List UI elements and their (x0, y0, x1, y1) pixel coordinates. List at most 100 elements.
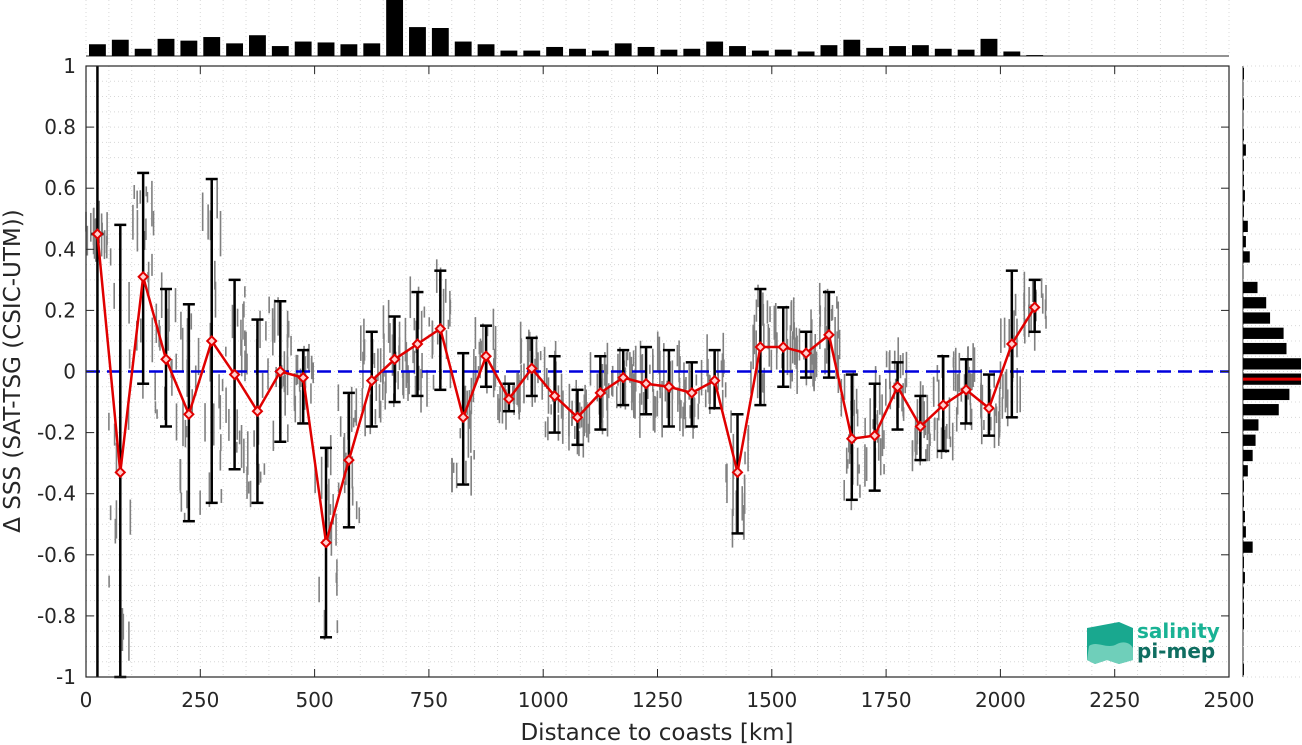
salinity-pi-mep-logo: salinity pi-mep (1087, 619, 1220, 664)
right-histogram-bar (1243, 434, 1256, 446)
scatter-cloud (85, 180, 1047, 661)
mean-marker (297, 371, 310, 384)
right-histogram-bar (1243, 449, 1253, 462)
logo-line1: salinity (1137, 619, 1220, 643)
x-axis-title: Distance to coasts [km] (520, 720, 793, 745)
y-tick-label: 0.6 (44, 176, 76, 200)
mean-marker (480, 350, 492, 363)
top-histogram-bar (271, 46, 289, 56)
mean-marker (640, 377, 652, 390)
mean-marker (823, 328, 835, 341)
mean-series-line (96, 233, 1036, 543)
right-histogram-bar (1243, 159, 1244, 171)
top-histogram-bar (431, 28, 449, 56)
mean-marker (548, 390, 561, 402)
right-histogram-bar (1243, 68, 1244, 80)
mean-marker (411, 338, 424, 350)
x-tick-label: 750 (410, 688, 448, 712)
y-tick-label: -0.4 (37, 482, 76, 506)
mean-marker (891, 380, 904, 393)
right-histogram-bar (1243, 526, 1246, 538)
mean-marker (777, 341, 790, 353)
mean-marker (685, 386, 698, 399)
right-histogram-bar (1243, 388, 1290, 401)
right-histogram-bar (1243, 281, 1258, 294)
x-tick-label: 2500 (1204, 688, 1255, 712)
x-tick-label: 0 (80, 688, 93, 712)
top-histogram-bar (523, 50, 541, 56)
top-histogram-bar (89, 44, 106, 56)
right-histogram-bar (1243, 236, 1246, 248)
right-histogram-bar (1243, 190, 1245, 202)
top-histogram-bar (203, 37, 221, 56)
mean-marker (365, 374, 378, 387)
axis-ticks: 0 250 500 750 1000 1250 1500 1750 2000 2250 2500 1 0… (37, 54, 1254, 712)
x-tick-label: 2250 (1089, 688, 1140, 712)
right-histogram-bar (1243, 312, 1271, 324)
mean-marker (182, 408, 195, 421)
mean-markers (91, 228, 1041, 549)
top-histogram-bar (637, 46, 655, 56)
right-histogram-bar (1243, 144, 1246, 156)
mean-marker (845, 432, 858, 445)
right-histogram-bar (1243, 510, 1245, 523)
right-histogram-bar (1243, 480, 1244, 492)
mean-marker (502, 393, 515, 405)
y-tick-label: 1 (63, 54, 76, 78)
mean-marker (137, 270, 150, 283)
y-tick-label: 0 (63, 360, 76, 384)
top-histogram-bar (706, 41, 724, 56)
mean-marker (983, 402, 995, 415)
top-histogram-bar (134, 48, 152, 56)
right-histogram-bar (1243, 617, 1244, 630)
mean-marker (868, 429, 881, 442)
mean-marker (434, 322, 447, 335)
top-histogram-bar (729, 46, 746, 56)
right-histogram-bar (1243, 174, 1244, 187)
right-histogram-bar (1243, 129, 1244, 141)
mean-marker (457, 411, 470, 424)
y-axis-title: Δ SSS (SAT-TSG (CSIC-UTM)) (0, 209, 26, 532)
top-histogram-bar (866, 47, 884, 56)
x-tick-label: 1750 (861, 688, 912, 712)
mean-marker (571, 411, 584, 424)
top-histogram-bar (980, 38, 998, 56)
top-histogram-bar (774, 49, 792, 56)
y-tick-label: -1 (56, 665, 76, 689)
right-histogram-bar (1243, 556, 1244, 569)
right-histogram-bar (1243, 587, 1244, 599)
right-histogram-bar (1243, 404, 1279, 416)
logo-wave-icon-highlight (1087, 642, 1133, 664)
mean-marker (663, 380, 675, 393)
top-histogram-bar (660, 49, 678, 56)
mean-marker (160, 353, 172, 366)
right-histogram-bar (1243, 419, 1259, 431)
top-histogram-bar (249, 35, 266, 56)
top-histogram-bar (934, 48, 952, 56)
mean-marker (251, 405, 264, 418)
x-tick-label: 250 (181, 688, 219, 712)
top-histogram-bar (1003, 51, 1021, 56)
top-histogram-bar (454, 41, 472, 56)
y-tick-label: -0.2 (37, 421, 76, 445)
top-histogram-bar (157, 38, 175, 56)
right-histogram-bar (1243, 205, 1244, 217)
right-histogram-bar (1243, 251, 1250, 263)
x-tick-label: 2000 (975, 688, 1026, 712)
right-histogram-bar (1243, 327, 1284, 339)
mean-marker (960, 383, 973, 396)
x-tick-label: 500 (296, 688, 334, 712)
right-histogram-bar (1243, 602, 1244, 614)
mean-marker (114, 466, 127, 479)
mean-marker (617, 371, 630, 384)
top-histogram-bar (546, 46, 564, 56)
mean-marker (525, 362, 538, 375)
right-histogram-bar (1243, 342, 1287, 355)
x-tick-label: 1250 (632, 688, 683, 712)
top-histogram-bar (751, 50, 769, 56)
mean-marker (731, 466, 744, 479)
logo-line2: pi-mep (1137, 639, 1215, 663)
right-histogram (1242, 65, 1301, 678)
top-histogram-bar (180, 40, 198, 56)
